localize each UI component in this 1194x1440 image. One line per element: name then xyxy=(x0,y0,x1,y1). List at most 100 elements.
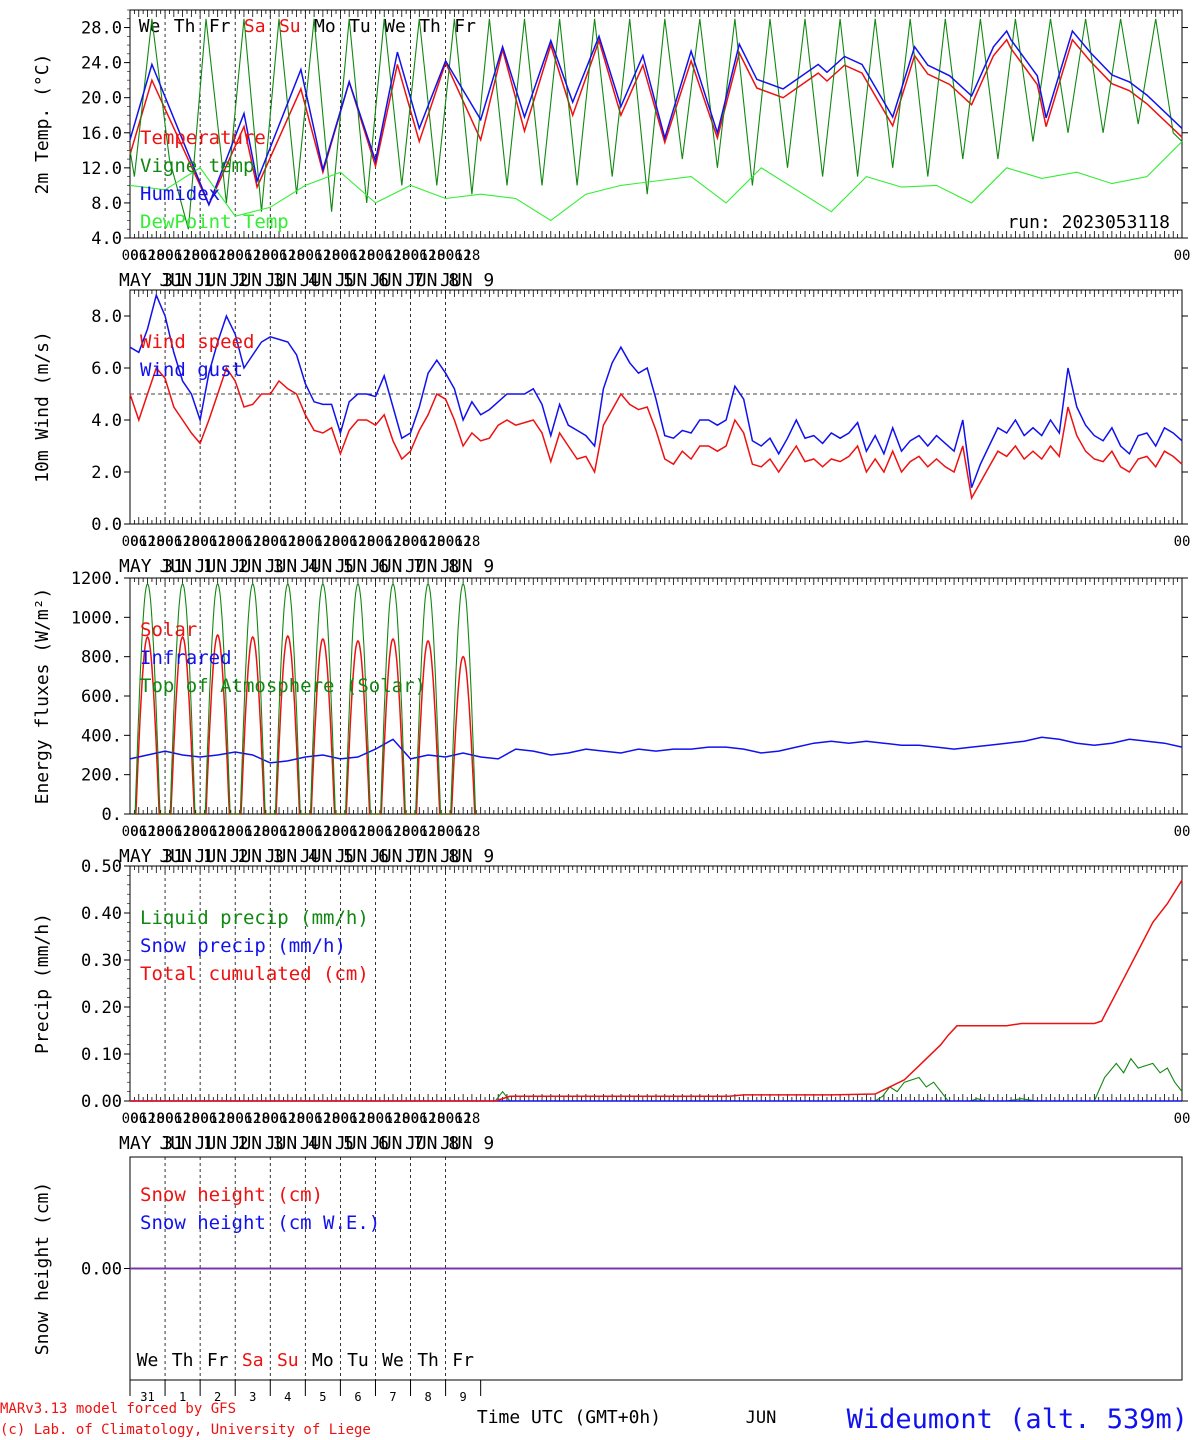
hour-tick-label: 00 xyxy=(332,248,349,264)
hour-tick-label: 06 xyxy=(341,1111,358,1127)
date-label: JUN 7 xyxy=(370,846,424,867)
hour-tick-label: 00 xyxy=(227,248,244,264)
hour-tick-label: 18 xyxy=(183,824,200,840)
panel-3: 0. 200. 400. 600. 800. 1000. 1200. Energy fluxe… xyxy=(32,569,1190,867)
y-tick-label: 600. xyxy=(81,687,122,707)
weekday-label: Th xyxy=(417,1350,439,1371)
hour-tick-label: 18 xyxy=(288,1111,305,1127)
hour-tick-label: 06 xyxy=(411,534,428,550)
hour-tick-label: 06 xyxy=(376,1111,393,1127)
hour-tick-label: 00 xyxy=(122,534,139,550)
day-number-label: 4 xyxy=(284,1390,291,1404)
hour-tick-label: 12 xyxy=(279,248,296,264)
y-tick-label: 2.0 xyxy=(91,463,122,483)
series-line xyxy=(129,38,1183,207)
date-label: JUN 1 xyxy=(160,270,214,291)
y-tick-label: 4.0 xyxy=(91,229,122,249)
hour-tick-label: 12 xyxy=(174,248,191,264)
legend-entry: Wind gust xyxy=(140,359,243,381)
hour-tick-label: 12 xyxy=(420,824,437,840)
panel-1: 4.0 8.0 12.0 16.0 20.0 24.0 28.0 2m Temp. (°C) W… xyxy=(32,9,1190,291)
y-axis-label: Precip (mm/h) xyxy=(32,913,53,1054)
hour-tick-label: 12 xyxy=(350,248,367,264)
hour-tick-label: 12 xyxy=(244,534,261,550)
y-tick-label: 1000. xyxy=(71,608,122,628)
weekday-label: Mo xyxy=(312,1350,334,1371)
hour-tick-label: 12 xyxy=(455,1111,472,1127)
date-label: JUN 9 xyxy=(440,1133,494,1154)
hour-tick-label: 12 xyxy=(139,534,156,550)
legend-entry: Vigne temp xyxy=(140,155,254,177)
hour-tick-label: 00 xyxy=(297,824,314,840)
y-tick-label: 28.0 xyxy=(81,19,122,39)
hour-tick-label: 18 xyxy=(288,248,305,264)
day-number-label: 5 xyxy=(319,1390,326,1404)
hour-tick-label: 00 xyxy=(437,1111,454,1127)
hour-tick-label: 18 xyxy=(253,248,270,264)
hour-tick-label: 18 xyxy=(288,824,305,840)
hour-tick-label: 12 xyxy=(279,824,296,840)
date-label: JUN 6 xyxy=(335,1133,389,1154)
plot-area xyxy=(129,292,1183,501)
legend-entry: Total cumulated (cm) xyxy=(140,963,369,985)
y-tick-label: 800. xyxy=(81,648,122,668)
hour-tick-label: 18 xyxy=(428,824,445,840)
hour-tick-label: 06 xyxy=(446,1111,463,1127)
hour-tick-label: 00 xyxy=(402,824,419,840)
hour-tick-label: 00 xyxy=(332,1111,349,1127)
y-tick-label: 24.0 xyxy=(81,54,122,74)
date-label: JUN 6 xyxy=(335,556,389,577)
y-tick-label: 20.0 xyxy=(81,89,122,109)
hour-tick-label: 06 xyxy=(236,1111,253,1127)
date-label: JUN 6 xyxy=(335,270,389,291)
hour-tick-label: 00 xyxy=(227,534,244,550)
hour-tick-label: 18 xyxy=(463,824,480,840)
hour-tick-label: 00 xyxy=(192,248,209,264)
legend-entry: DewPoint Temp xyxy=(140,211,289,233)
hour-tick-label: 06 xyxy=(376,248,393,264)
y-tick-label: 12.0 xyxy=(81,159,122,179)
hour-tick-label: 18 xyxy=(463,534,480,550)
legend-entry: Snow height (cm) xyxy=(140,1184,323,1206)
hour-tick-label: 00 xyxy=(332,534,349,550)
hour-tick-label: 18 xyxy=(183,534,200,550)
hour-tick-label: 12 xyxy=(139,824,156,840)
day-number-label: 7 xyxy=(389,1390,396,1404)
hour-tick-label: 00 xyxy=(437,248,454,264)
weekday-label: Su xyxy=(279,16,301,37)
hour-tick-label: 18 xyxy=(218,824,235,840)
date-label: JUN 9 xyxy=(440,846,494,867)
plot-area xyxy=(129,582,1183,815)
legend-entry: Top of Atmosphere (Solar) xyxy=(140,675,426,697)
date-label: JUN 9 xyxy=(440,270,494,291)
hour-tick-label: 06 xyxy=(200,824,217,840)
day-number-label: 2 xyxy=(214,1390,221,1404)
station-title: Wideumont (alt. 539m) xyxy=(847,1404,1188,1435)
date-label: JUN 6 xyxy=(335,846,389,867)
date-label: JUN 2 xyxy=(195,1133,249,1154)
hour-tick-label: 18 xyxy=(148,824,165,840)
y-tick-label: 1200. xyxy=(71,569,122,589)
y-axis-label: Energy fluxes (W/m²) xyxy=(32,588,53,805)
date-label: JUN 4 xyxy=(265,556,319,577)
hour-tick-label: 18 xyxy=(148,534,165,550)
run-label: run: 2023053118 xyxy=(1007,212,1170,233)
hour-tick-label: 12 xyxy=(174,1111,191,1127)
hour-tick-label: 12 xyxy=(209,824,226,840)
hour-tick-label: 18 xyxy=(358,248,375,264)
date-label: JUN 4 xyxy=(265,270,319,291)
date-label: JUN 9 xyxy=(440,556,494,577)
hour-tick-label: 12 xyxy=(244,824,261,840)
hour-tick-label: 18 xyxy=(288,534,305,550)
date-label: MAY 31 xyxy=(119,270,184,291)
hour-tick-label: 06 xyxy=(376,824,393,840)
hour-tick-label: 18 xyxy=(393,534,410,550)
hour-tick-label: 18 xyxy=(253,824,270,840)
hour-tick-label: 18 xyxy=(358,1111,375,1127)
y-tick-label: 6.0 xyxy=(91,359,122,379)
hour-tick-label: 12 xyxy=(314,1111,331,1127)
hour-tick-label: 00 xyxy=(402,1111,419,1127)
hour-tick-label: 06 xyxy=(446,824,463,840)
day-number-label: 6 xyxy=(354,1390,361,1404)
